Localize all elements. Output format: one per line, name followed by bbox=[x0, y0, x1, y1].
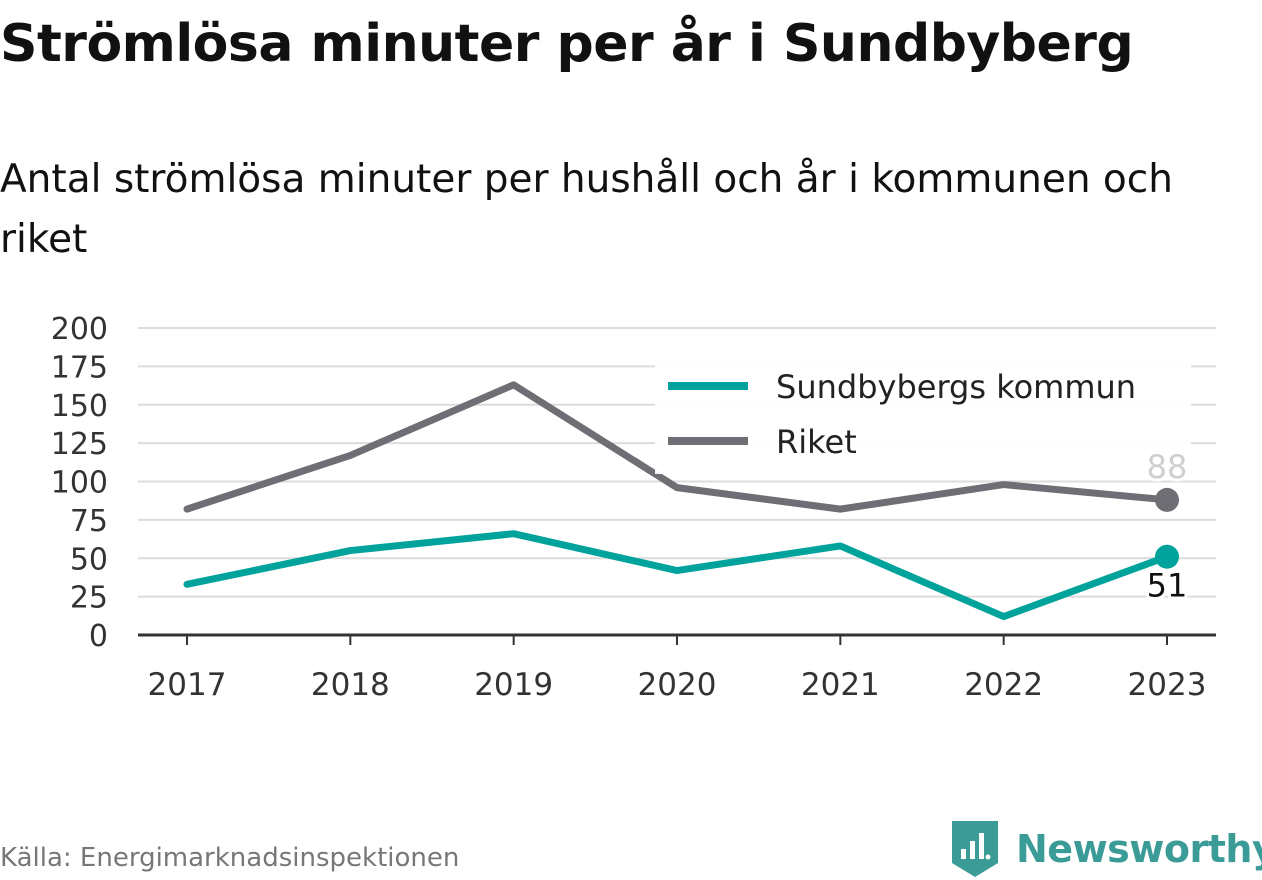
y-tick-label: 150 bbox=[51, 389, 108, 424]
x-tick-label: 2019 bbox=[474, 667, 553, 703]
legend-label: Riket bbox=[776, 423, 857, 461]
y-tick-label: 200 bbox=[51, 312, 108, 347]
brand-logo: Newsworthy bbox=[950, 818, 1262, 880]
brand-name: Newsworthy bbox=[1016, 827, 1262, 871]
legend-label: Sundbybergs kommun bbox=[776, 368, 1136, 406]
y-tick-label: 175 bbox=[51, 350, 108, 385]
legend-background bbox=[655, 356, 1191, 474]
end-point bbox=[1155, 544, 1179, 569]
series-line bbox=[183, 530, 1171, 621]
end-labels: 51 88 bbox=[1144, 445, 1191, 608]
series-line bbox=[183, 381, 1171, 513]
x-tick-label: 2020 bbox=[638, 667, 717, 703]
end-label: 51 bbox=[1147, 567, 1188, 605]
x-axis: 2017 2018 2019 2020 2021 2022 2023 bbox=[138, 633, 1216, 703]
legend: Sundbybergs kommun Riket bbox=[655, 356, 1191, 474]
end-label: 88 bbox=[1147, 448, 1188, 486]
x-tick-label: 2023 bbox=[1128, 667, 1207, 703]
end-point bbox=[1155, 487, 1179, 512]
y-tick-label: 0 bbox=[89, 619, 108, 654]
x-tick-label: 2021 bbox=[801, 667, 880, 703]
chart-subtitle: Antal strömlösa minuter per hushåll och … bbox=[0, 157, 1173, 262]
bar-chart-badge-icon bbox=[952, 821, 998, 877]
y-tick-label: 75 bbox=[70, 504, 108, 539]
series-lines bbox=[183, 381, 1171, 621]
y-tick-label: 50 bbox=[70, 542, 108, 577]
x-tick-label: 2018 bbox=[311, 667, 390, 703]
x-tick-label: 2022 bbox=[964, 667, 1043, 703]
y-tick-label: 100 bbox=[51, 466, 108, 501]
chart-title: Strömlösa minuter per år i Sundbyberg bbox=[0, 14, 1134, 74]
y-tick-label: 125 bbox=[51, 427, 108, 462]
x-tick-label: 2017 bbox=[148, 667, 227, 703]
source-note: Källa: Energimarknadsinspektionen bbox=[0, 843, 460, 873]
y-tick-label: 25 bbox=[70, 581, 108, 616]
